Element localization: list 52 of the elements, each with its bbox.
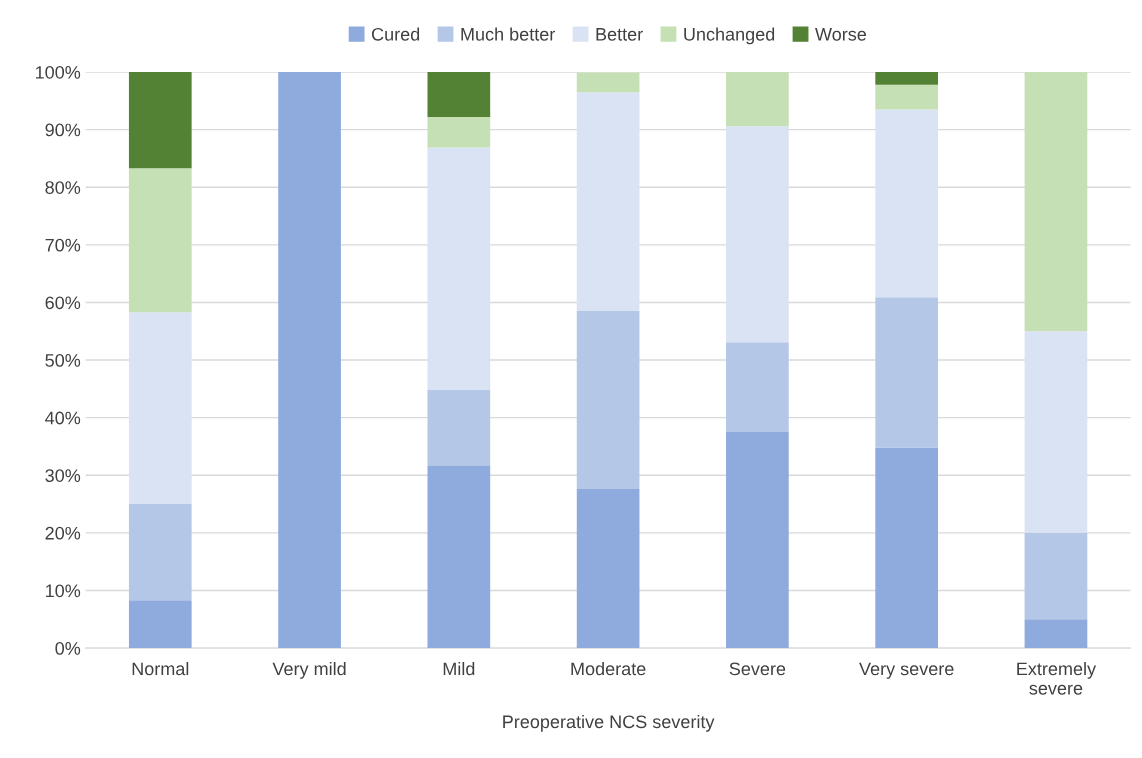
y-tick-label: 100% xyxy=(35,65,81,79)
legend-label: Unchanged xyxy=(684,27,775,45)
x-tick-label: Moderate xyxy=(571,661,646,676)
bar xyxy=(427,147,491,391)
y-tick-label: 80% xyxy=(45,181,81,194)
bar xyxy=(576,489,640,649)
bar xyxy=(427,72,491,117)
bar xyxy=(1024,331,1088,533)
bar xyxy=(726,72,789,127)
bar xyxy=(278,72,341,649)
x-tick-label: Extremely severe xyxy=(1017,661,1097,695)
bar xyxy=(726,342,789,433)
bar xyxy=(128,72,192,169)
y-tick-label: 50% xyxy=(45,353,81,367)
bar xyxy=(726,126,789,343)
bar xyxy=(1024,532,1088,620)
y-tick-label: 10% xyxy=(46,584,81,598)
y-tick-label: 90% xyxy=(45,123,81,137)
bar xyxy=(1024,72,1088,332)
bar xyxy=(128,504,192,601)
bar xyxy=(427,466,491,649)
x-axis-title: Preoperative NCS severity xyxy=(503,714,715,732)
bar xyxy=(875,72,939,85)
bar xyxy=(576,72,640,93)
y-tick-label: 20% xyxy=(45,526,81,540)
x-tick-label: Normal xyxy=(132,661,189,676)
x-tick-label: Very severe xyxy=(859,662,954,679)
bar xyxy=(875,297,939,448)
legend-label: Better xyxy=(596,28,643,41)
x-tick-label: Mild xyxy=(443,661,475,676)
bar xyxy=(875,109,939,298)
bar xyxy=(128,600,192,649)
bar xyxy=(576,92,640,311)
x-tick-label: Very mild xyxy=(272,661,346,679)
legend-label: Much better xyxy=(461,27,555,41)
y-tick-label: 30% xyxy=(45,469,81,482)
y-tick-label: 40% xyxy=(45,411,81,425)
bar xyxy=(726,432,789,649)
y-tick-label: 0% xyxy=(55,642,81,655)
bar xyxy=(1024,619,1088,649)
y-tick-label: 60% xyxy=(45,296,81,310)
bar xyxy=(576,310,640,490)
bar xyxy=(427,390,491,467)
legend-label: Worse xyxy=(815,28,867,41)
bar xyxy=(875,447,939,649)
bar xyxy=(427,116,491,148)
bar xyxy=(875,84,939,110)
legend-label: Cured xyxy=(371,27,420,41)
x-tick-label: Severe xyxy=(729,662,786,676)
bar xyxy=(128,168,192,313)
y-tick-label: 70% xyxy=(45,238,81,252)
bar xyxy=(128,312,192,505)
